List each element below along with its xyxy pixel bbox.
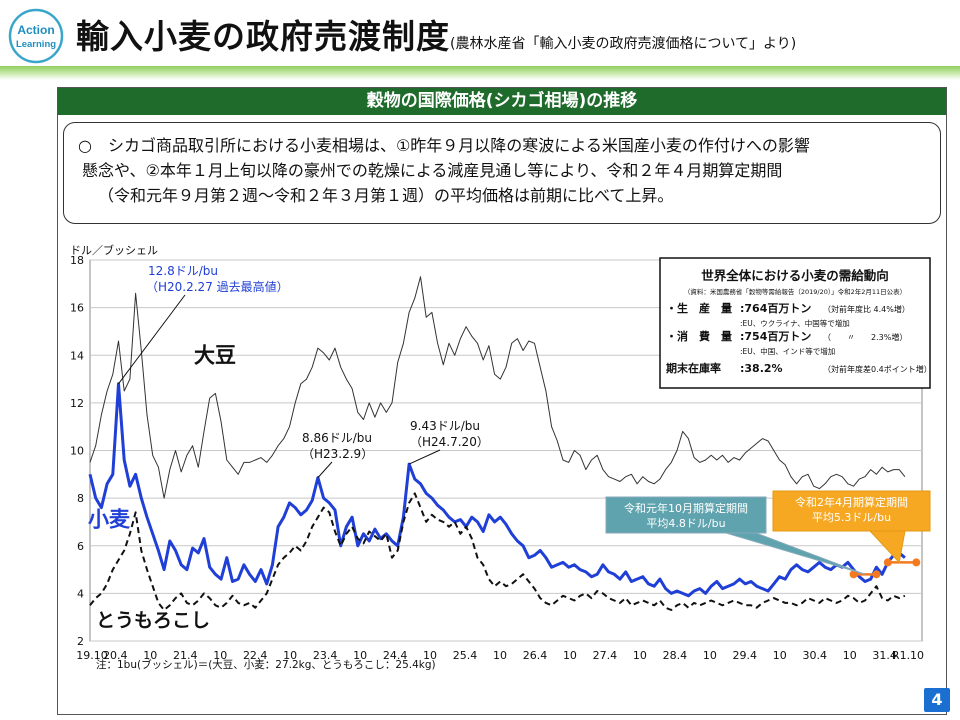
y-tick-label: 4 — [77, 587, 84, 600]
annotation-wheat-2011-line-1: 8.86ドル/bu — [302, 431, 372, 445]
callout-r1-oct-line-1: 令和元年10月期算定期間 — [624, 501, 748, 515]
x-tick-label: 10 — [353, 649, 367, 662]
x-tick-label: 26.4 — [523, 649, 548, 662]
x-tick-label: 24.4 — [383, 649, 408, 662]
logo-text-action: Action — [17, 23, 54, 37]
y-axis-label: ドル／ブッシェル — [70, 243, 158, 257]
x-tick-label: 10 — [213, 649, 227, 662]
summary-note-box: ○ シカゴ商品取引所における小麦相場は、①昨年９月以降の寒波による米国産小麦の作… — [63, 122, 941, 224]
y-tick-label: 8 — [77, 492, 84, 505]
callout-r2-apr-line-2: 平均5.3ドル/bu — [812, 511, 891, 524]
period-average-point-1-2 — [872, 570, 881, 579]
callout-r2-apr-line-1: 令和2年4月期算定期間 — [795, 495, 908, 509]
annotation-wheat-2012-leader — [408, 449, 441, 465]
supply-row-change: （対前年度比 4.4%増） — [823, 304, 910, 314]
x-tick-label: 10 — [843, 649, 857, 662]
title-underline-band — [0, 66, 960, 80]
page-title-source: (農林水産省「輸入小麦の政府売渡価格について」より) — [450, 36, 797, 52]
supply-row-change: （対前年度差0.4ポイント増） — [823, 364, 932, 374]
callout-r1-oct-line-2: 平均4.8ドル/bu — [646, 517, 725, 530]
x-tick-label: 25.4 — [453, 649, 478, 662]
action-learning-logo: Action Learning — [6, 6, 66, 66]
y-tick-label: 14 — [70, 349, 84, 362]
series-label-wheat: 小麦 — [88, 508, 131, 532]
series-line-soybean — [89, 276, 906, 499]
annotation-wheat-2011-line-2: （H23.2.9） — [302, 447, 373, 461]
page-title-main: 輸入小麦の政府売渡制度 — [76, 17, 450, 56]
period-average-point-2-2 — [912, 558, 921, 567]
x-tick-label: 10 — [423, 649, 437, 662]
summary-note-line-3: （令和元年９月第２週～令和２年３月第１週）の平均価格は前期に比べて上昇。 — [98, 186, 674, 205]
supply-row-value: :764百万トン — [740, 302, 811, 315]
supply-row-value: :754百万トン — [740, 330, 811, 343]
supply-row-detail: :EU、中国、インド等で増加 — [740, 346, 835, 356]
callout-r2-apr-box — [772, 490, 931, 532]
x-tick-label: 10 — [493, 649, 507, 662]
series-line-wheat — [88, 382, 906, 598]
supply-demand-box — [659, 257, 931, 389]
y-tick-label: 10 — [70, 445, 84, 458]
x-tick-label: 30.4 — [802, 649, 827, 662]
y-tick-label: 2 — [77, 635, 84, 648]
logo-text-learning: Learning — [16, 39, 56, 50]
callout-r1-oct-box — [605, 496, 767, 534]
x-tick-label: 10 — [773, 649, 787, 662]
y-tick-label: 16 — [70, 302, 84, 315]
x-tick-label: R1.10 — [892, 649, 924, 662]
x-tick-label: 29.4 — [733, 649, 758, 662]
annotation-wheat-2012-line-1: 9.43ドル/bu — [410, 419, 480, 433]
period-average-point-1-1 — [849, 570, 858, 579]
x-tick-label: 10 — [703, 649, 717, 662]
x-tick-label: 21.4 — [173, 649, 198, 662]
supply-row-label: 期末在庫率 — [666, 361, 721, 375]
x-tick-label: 27.4 — [593, 649, 618, 662]
supply-row-value: :38.2% — [740, 362, 783, 375]
supply-row-label: ・消 費 量 — [666, 329, 732, 343]
supply-row-detail: :EU、ウクライナ、中国等で増加 — [740, 318, 850, 328]
summary-note-line-1: ○ シカゴ商品取引所における小麦相場は、①昨年９月以降の寒波による米国産小麦の作… — [78, 136, 810, 155]
panel-title: 穀物の国際価格(シカゴ相場)の推移 — [58, 88, 946, 115]
series-line-corn — [89, 492, 906, 611]
annotation-wheat-2008-peak-line-1: 12.8ドル/bu — [148, 264, 218, 278]
x-tick-label: 31.4 — [872, 649, 897, 662]
annotation-wheat-2011-leader — [317, 461, 333, 478]
y-tick-label: 12 — [70, 397, 84, 410]
x-tick-label: 28.4 — [663, 649, 688, 662]
supply-row-change: （ 〃 2.3%増） — [823, 332, 907, 342]
page-number: 4 — [924, 688, 950, 712]
y-tick-label: 18 — [70, 254, 84, 267]
supply-demand-title: 世界全体における小麦の需給動向 — [701, 268, 889, 283]
x-tick-label: 22.4 — [243, 649, 268, 662]
x-tick-label: 23.4 — [313, 649, 338, 662]
page-title: 輸入小麦の政府売渡制度(農林水産省「輸入小麦の政府売渡価格について」より) — [76, 10, 796, 58]
x-tick-label: 20.4 — [103, 649, 128, 662]
x-tick-label: 19.10 — [76, 649, 108, 662]
supply-row-label: ・生 産 量 — [666, 301, 732, 315]
annotation-wheat-2008-peak-leader — [118, 294, 186, 385]
summary-note-line-2: 懸念や、②本年１月上旬以降の豪州での乾燥による減産見通し等により、令和２年４月期… — [82, 161, 783, 180]
series-label-soybean: 大豆 — [194, 343, 236, 367]
x-tick-label: 10 — [633, 649, 647, 662]
supply-demand-source: （資料：米国農務省「穀物等需給報告（2019/20）」令和2年2月11日公表） — [684, 287, 906, 296]
annotation-wheat-2012-line-2: （H24.7.20） — [410, 435, 489, 449]
series-label-corn: とうもろこし — [96, 610, 210, 632]
period-average-point-2-1 — [883, 558, 892, 567]
chart-footnote: 注：1bu(ブッシェル)＝(大豆、小麦：27.2kg、とうもろこし：25.4kg… — [96, 658, 436, 671]
x-tick-label: 10 — [563, 649, 577, 662]
x-tick-label: 10 — [283, 649, 297, 662]
annotation-wheat-2008-peak-line-2: （H20.2.27 過去最高値） — [146, 279, 289, 294]
x-tick-label: 10 — [143, 649, 157, 662]
summary-note-text: ○ シカゴ商品取引所における小麦相場は、①昨年９月以降の寒波による米国産小麦の作… — [78, 133, 928, 208]
y-tick-label: 6 — [77, 540, 84, 553]
